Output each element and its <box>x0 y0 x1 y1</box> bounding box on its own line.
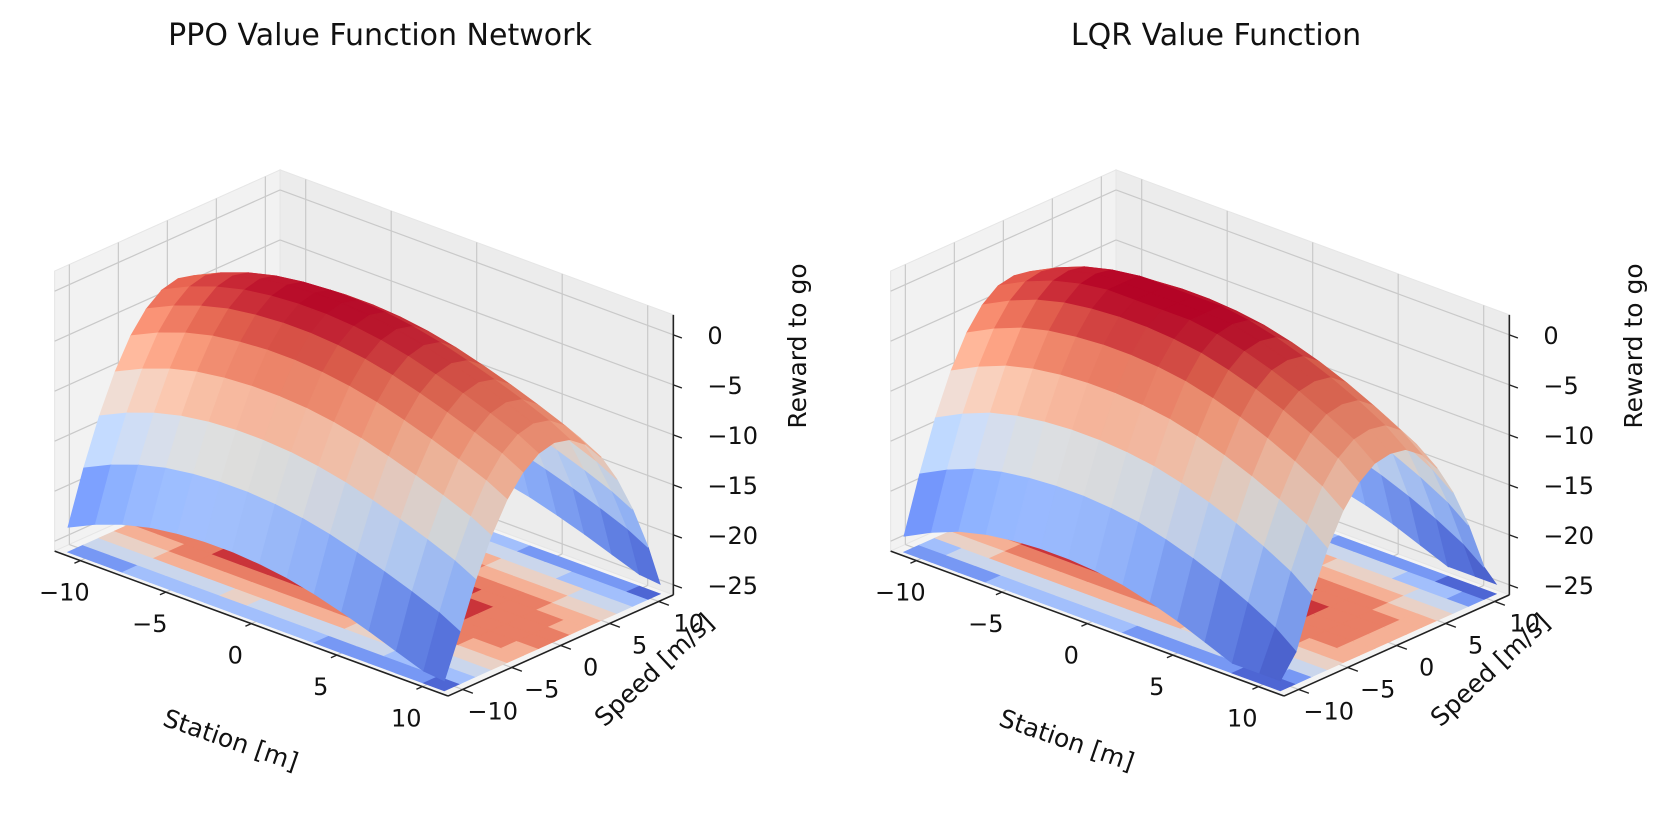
y-tick-label: 10 <box>673 610 704 638</box>
axes-ppo <box>54 314 683 697</box>
y-tick <box>1494 600 1506 606</box>
z-tick <box>1509 384 1519 389</box>
x-tick <box>995 591 1003 596</box>
y-tick-label: −5 <box>1360 676 1395 704</box>
x-tick-label: 0 <box>1064 642 1079 670</box>
z-tick-label: −10 <box>1543 422 1594 450</box>
x-tick <box>330 654 338 659</box>
x-tick-label: −10 <box>875 579 926 607</box>
y-tick-label: −10 <box>467 698 518 726</box>
x-tick-label: −5 <box>132 610 167 638</box>
z-tick-label: −20 <box>1543 522 1594 550</box>
surface-ppo <box>67 272 661 682</box>
y-tick-label: 5 <box>632 632 647 660</box>
y-tick <box>609 622 621 628</box>
z-tick-label: −25 <box>1543 572 1594 600</box>
z-tick <box>673 484 683 489</box>
z-tick <box>673 584 683 589</box>
contour-cell <box>1462 585 1498 600</box>
y-tick-label: 10 <box>1509 610 1540 638</box>
axes-lqr <box>890 314 1519 697</box>
z-tick-label: −15 <box>707 472 758 500</box>
chart-title-lqr: LQR Value Function <box>1071 18 1361 53</box>
z-tick <box>1509 334 1519 339</box>
z-tick <box>1509 484 1519 489</box>
z-tick <box>1509 584 1519 589</box>
x-tick-label: −5 <box>968 610 1003 638</box>
z-tick-label: −10 <box>707 422 758 450</box>
y-tick <box>511 666 523 672</box>
y-tick-label: 0 <box>583 654 598 682</box>
surface-lqr <box>903 266 1498 682</box>
x-tick <box>245 622 252 627</box>
x-tick-label: 10 <box>391 705 422 733</box>
z-tick-label: −5 <box>1543 372 1578 400</box>
x-tick-label: 10 <box>1227 705 1258 733</box>
y-tick <box>658 600 670 606</box>
x-tick-label: 5 <box>1149 673 1164 701</box>
y-axis-label-lqr: Speed [m/s] <box>1425 607 1556 732</box>
x-tick <box>74 559 81 564</box>
z-tick-label: −5 <box>707 372 742 400</box>
x-tick-label: 0 <box>228 642 243 670</box>
chart-title-ppo: PPO Value Function Network <box>168 18 592 53</box>
z-tick-label: −15 <box>1543 472 1594 500</box>
z-tick <box>1509 534 1519 539</box>
z-axis-label-lqr: Reward to go <box>1619 263 1648 428</box>
y-tick <box>1347 666 1359 672</box>
z-tick <box>673 384 683 389</box>
gridline <box>54 189 281 292</box>
z-tick <box>673 434 683 439</box>
x-tick <box>1166 654 1174 659</box>
y-tick <box>1298 688 1310 694</box>
gridline <box>890 189 1117 292</box>
x-tick <box>1252 685 1259 690</box>
y-tick <box>1396 644 1408 650</box>
z-tick-label: −20 <box>707 522 758 550</box>
z-tick-label: −25 <box>707 572 758 600</box>
y-tick <box>1445 622 1457 628</box>
x-axis-label-lqr: Station [m] <box>996 703 1138 776</box>
y-axis-label-ppo: Speed [m/s] <box>589 607 720 732</box>
x-tick <box>159 591 167 596</box>
z-tick <box>673 334 683 339</box>
gridline <box>279 189 674 336</box>
contour-cell <box>626 585 662 600</box>
y-tick <box>462 688 474 694</box>
z-tick-label: 0 <box>1543 322 1558 350</box>
y-axis-line <box>1283 594 1510 697</box>
surface-patch <box>423 612 461 682</box>
z-tick-label: 0 <box>707 322 722 350</box>
y-axis-line <box>447 594 674 697</box>
z-tick <box>673 534 683 539</box>
x-tick <box>910 559 917 564</box>
gridline <box>1115 239 1510 386</box>
y-tick-label: −5 <box>524 676 559 704</box>
x-tick-label: 5 <box>313 673 328 701</box>
gridline <box>1115 189 1510 336</box>
z-axis-label-ppo: Reward to go <box>783 263 812 428</box>
z-tick <box>1509 434 1519 439</box>
y-tick-label: −10 <box>1303 698 1354 726</box>
gridline <box>279 239 674 386</box>
y-tick-label: 5 <box>1468 632 1483 660</box>
x-tick <box>1081 622 1088 627</box>
x-axis-label-ppo: Station [m] <box>160 703 302 776</box>
x-tick <box>416 685 423 690</box>
y-tick-label: 0 <box>1419 654 1434 682</box>
x-tick-label: −10 <box>39 579 90 607</box>
y-tick <box>560 644 572 650</box>
surface-patch <box>1259 627 1297 682</box>
